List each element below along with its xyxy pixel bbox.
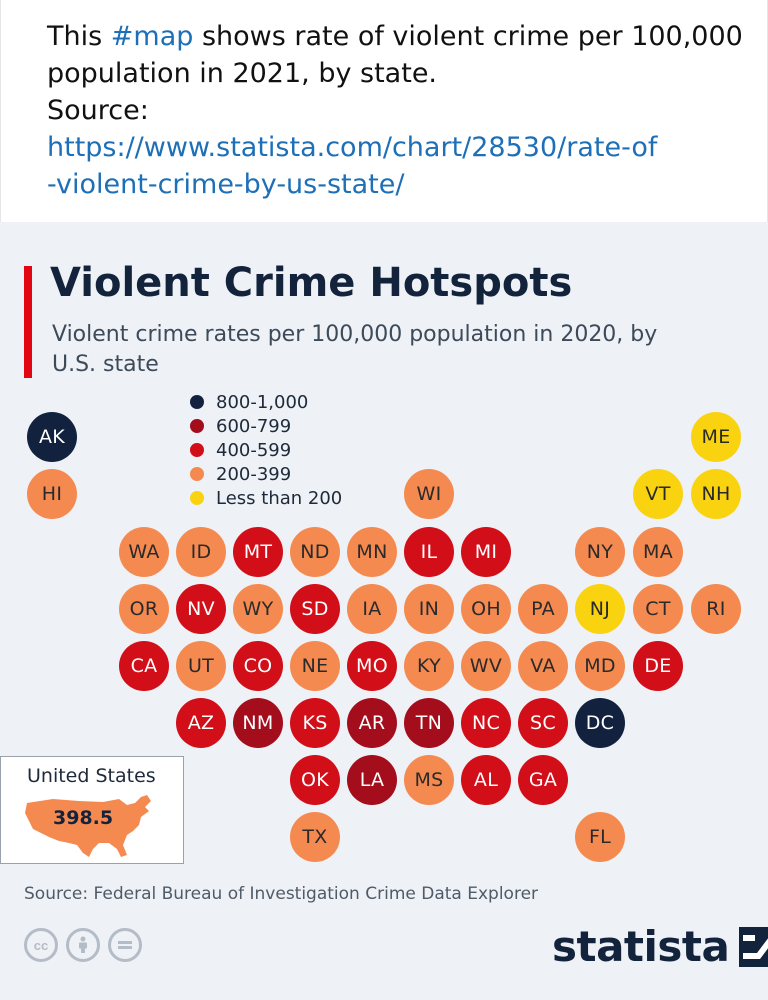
brand-wordmark: statista [552,922,730,971]
source-link-part-1[interactable]: https://www.statista.com/chart/28530/rat… [47,132,658,163]
state-fl: FL [575,812,625,862]
state-ga: GA [518,755,568,805]
state-mo: MO [347,641,397,691]
post-line-1: This #map shows rate of violent crime pe… [47,18,743,55]
statista-logo: statista [552,922,768,971]
state-va: VA [518,641,568,691]
legend-label: Less than 200 [216,487,343,509]
legend-item: 200-399 [190,462,342,486]
state-nd: ND [290,527,340,577]
state-wa: WA [119,527,169,577]
legend-label: 400-599 [216,439,292,461]
legend-swatch [190,491,204,505]
us-average-box: United States 398.5 [0,756,184,864]
no-derivatives-icon[interactable] [108,928,142,962]
legend-label: 800-1,000 [216,391,309,413]
post-line-2: population in 2021, by state. [47,58,438,89]
state-tx: TX [290,812,340,862]
state-dc: DC [575,698,625,748]
social-post: This #map shows rate of violent crime pe… [0,0,768,222]
state-ny: NY [575,527,625,577]
state-de: DE [633,641,683,691]
legend-swatch [190,443,204,457]
state-tile-map: AK HI ME WI VT NH WA ID MT ND MN IL MI NY MA OR NV WY SD IA… [0,222,768,1000]
state-ok: OK [290,755,340,805]
infographic-subtitle: Violent crime rates per 100,000 populati… [52,322,658,377]
state-ms: MS [404,755,454,805]
state-ks: KS [290,698,340,748]
title-accent-bar [24,266,32,378]
state-sd: SD [290,584,340,634]
legend-item: Less than 200 [190,486,342,510]
state-co: CO [233,641,283,691]
legend-item: 800-1,000 [190,390,342,414]
legend-label: 600-799 [216,415,292,437]
state-nh: NH [691,469,741,519]
infographic-title: Violent Crime Hotspots [50,260,573,306]
state-mn: MN [347,527,397,577]
post-text: This #map shows rate of violent crime pe… [47,18,743,203]
state-nc: NC [461,698,511,748]
state-il: IL [404,527,454,577]
state-al: AL [461,755,511,805]
state-md: MD [575,641,625,691]
legend-swatch [190,467,204,481]
state-hi: HI [27,469,77,519]
source-note: Source: Federal Bureau of Investigation … [24,884,539,904]
us-average-label: United States [27,765,156,787]
state-ma: MA [633,527,683,577]
state-nj: NJ [575,584,625,634]
state-ri: RI [691,584,741,634]
state-ct: CT [633,584,683,634]
state-id: ID [176,527,226,577]
us-map-icon [25,795,151,857]
state-wy: WY [233,584,283,634]
infographic-image[interactable]: Violent Crime Hotspots Violent crime rat… [0,222,768,1000]
state-wv: WV [461,641,511,691]
state-la: LA [347,755,397,805]
creative-commons-icon[interactable]: cc [24,928,58,962]
state-vt: VT [633,469,683,519]
state-tn: TN [404,698,454,748]
legend: 800-1,000 600-799 400-599 200-399 Less than … [190,390,342,510]
post-line-3: Source: [47,95,149,126]
state-mi: MI [461,527,511,577]
legend-item: 400-599 [190,438,342,462]
us-average-value: 398.5 [53,807,114,829]
legend-item: 600-799 [190,414,342,438]
state-nv: NV [176,584,226,634]
post-text-lead: This [47,21,111,52]
state-in: IN [404,584,454,634]
state-nm: NM [233,698,283,748]
attribution-icon[interactable] [66,928,100,962]
state-az: AZ [176,698,226,748]
state-oh: OH [461,584,511,634]
legend-swatch [190,395,204,409]
state-mt: MT [233,527,283,577]
legend-label: 200-399 [216,463,292,485]
source-link-part-2[interactable]: -violent-crime-by-us-state/ [47,169,405,200]
license-icons: cc [24,928,142,962]
state-sc: SC [518,698,568,748]
state-ky: KY [404,641,454,691]
state-ak: AK [27,412,77,462]
legend-swatch [190,419,204,433]
state-or: OR [119,584,169,634]
statista-mark-icon [739,926,768,967]
post-text-rest: shows rate of violent crime per 100,000 [193,21,743,52]
state-ar: AR [347,698,397,748]
state-ut: UT [176,641,226,691]
state-ne: NE [290,641,340,691]
hashtag-link[interactable]: #map [110,21,194,52]
state-me: ME [691,412,741,462]
state-pa: PA [518,584,568,634]
state-wi: WI [404,469,454,519]
state-ca: CA [119,641,169,691]
state-ia: IA [347,584,397,634]
